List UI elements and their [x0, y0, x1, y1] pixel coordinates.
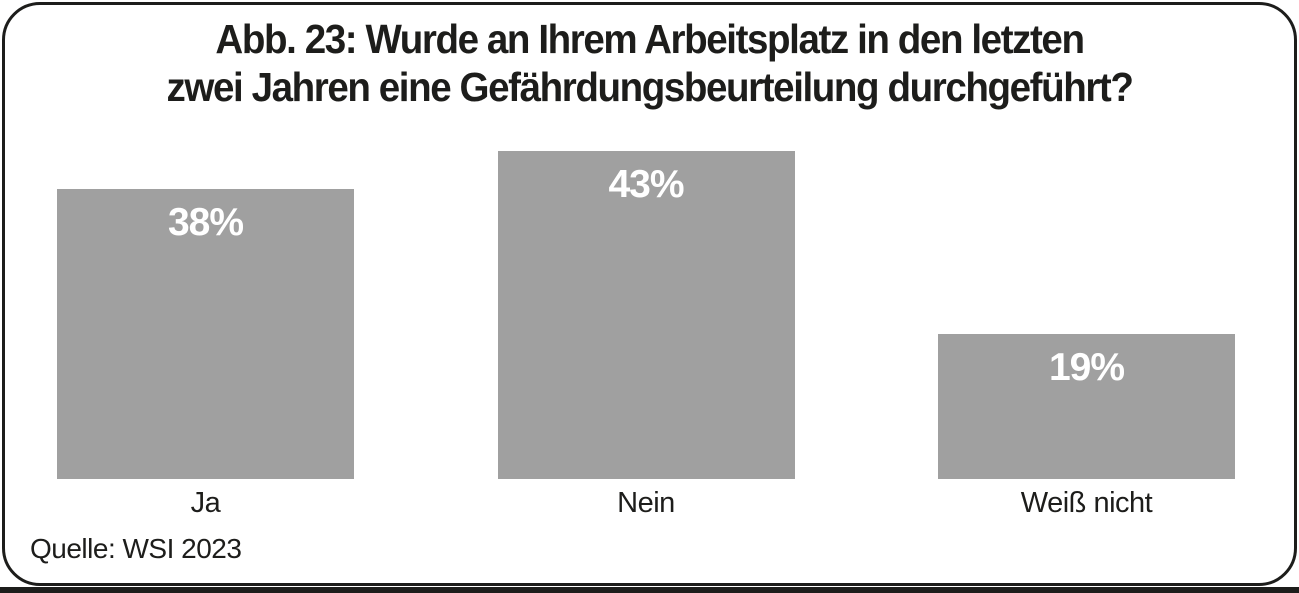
bottom-rule	[0, 587, 1299, 593]
category-label-ja: Ja	[190, 487, 221, 519]
category-label-nein: Nein	[617, 487, 675, 519]
chart-title-line-1: Abb. 23: Wurde an Ihrem Arbeitsplatz in …	[215, 16, 1085, 62]
value-label-weiss-nicht: 19%	[1048, 346, 1125, 389]
value-label-ja: 38%	[167, 201, 244, 244]
bar-group-nein: 43%	[497, 151, 795, 479]
bar-nein: 43%	[497, 151, 795, 479]
chart-title-line-2: zwei Jahren eine Gefährdungsbeurteilung …	[166, 64, 1134, 110]
bar-weiss-nicht: 19%	[938, 334, 1235, 479]
source-note: Quelle: WSI 2023	[30, 533, 242, 564]
bar-group-weiss-nicht: 19%	[938, 334, 1235, 479]
category-label-weiss-nicht: Weiß nicht	[1020, 487, 1153, 519]
chart-title: Abb. 23: Wurde an Ihrem Arbeitsplatz in …	[44, 15, 1256, 111]
category-labels: Ja Nein Weiß nicht	[5, 487, 1294, 519]
bar-ja: 38%	[57, 189, 354, 479]
bar-chart: 38% 43% 19%	[5, 151, 1294, 479]
bar-group-ja: 38%	[57, 189, 354, 479]
value-label-nein: 43%	[608, 163, 684, 206]
